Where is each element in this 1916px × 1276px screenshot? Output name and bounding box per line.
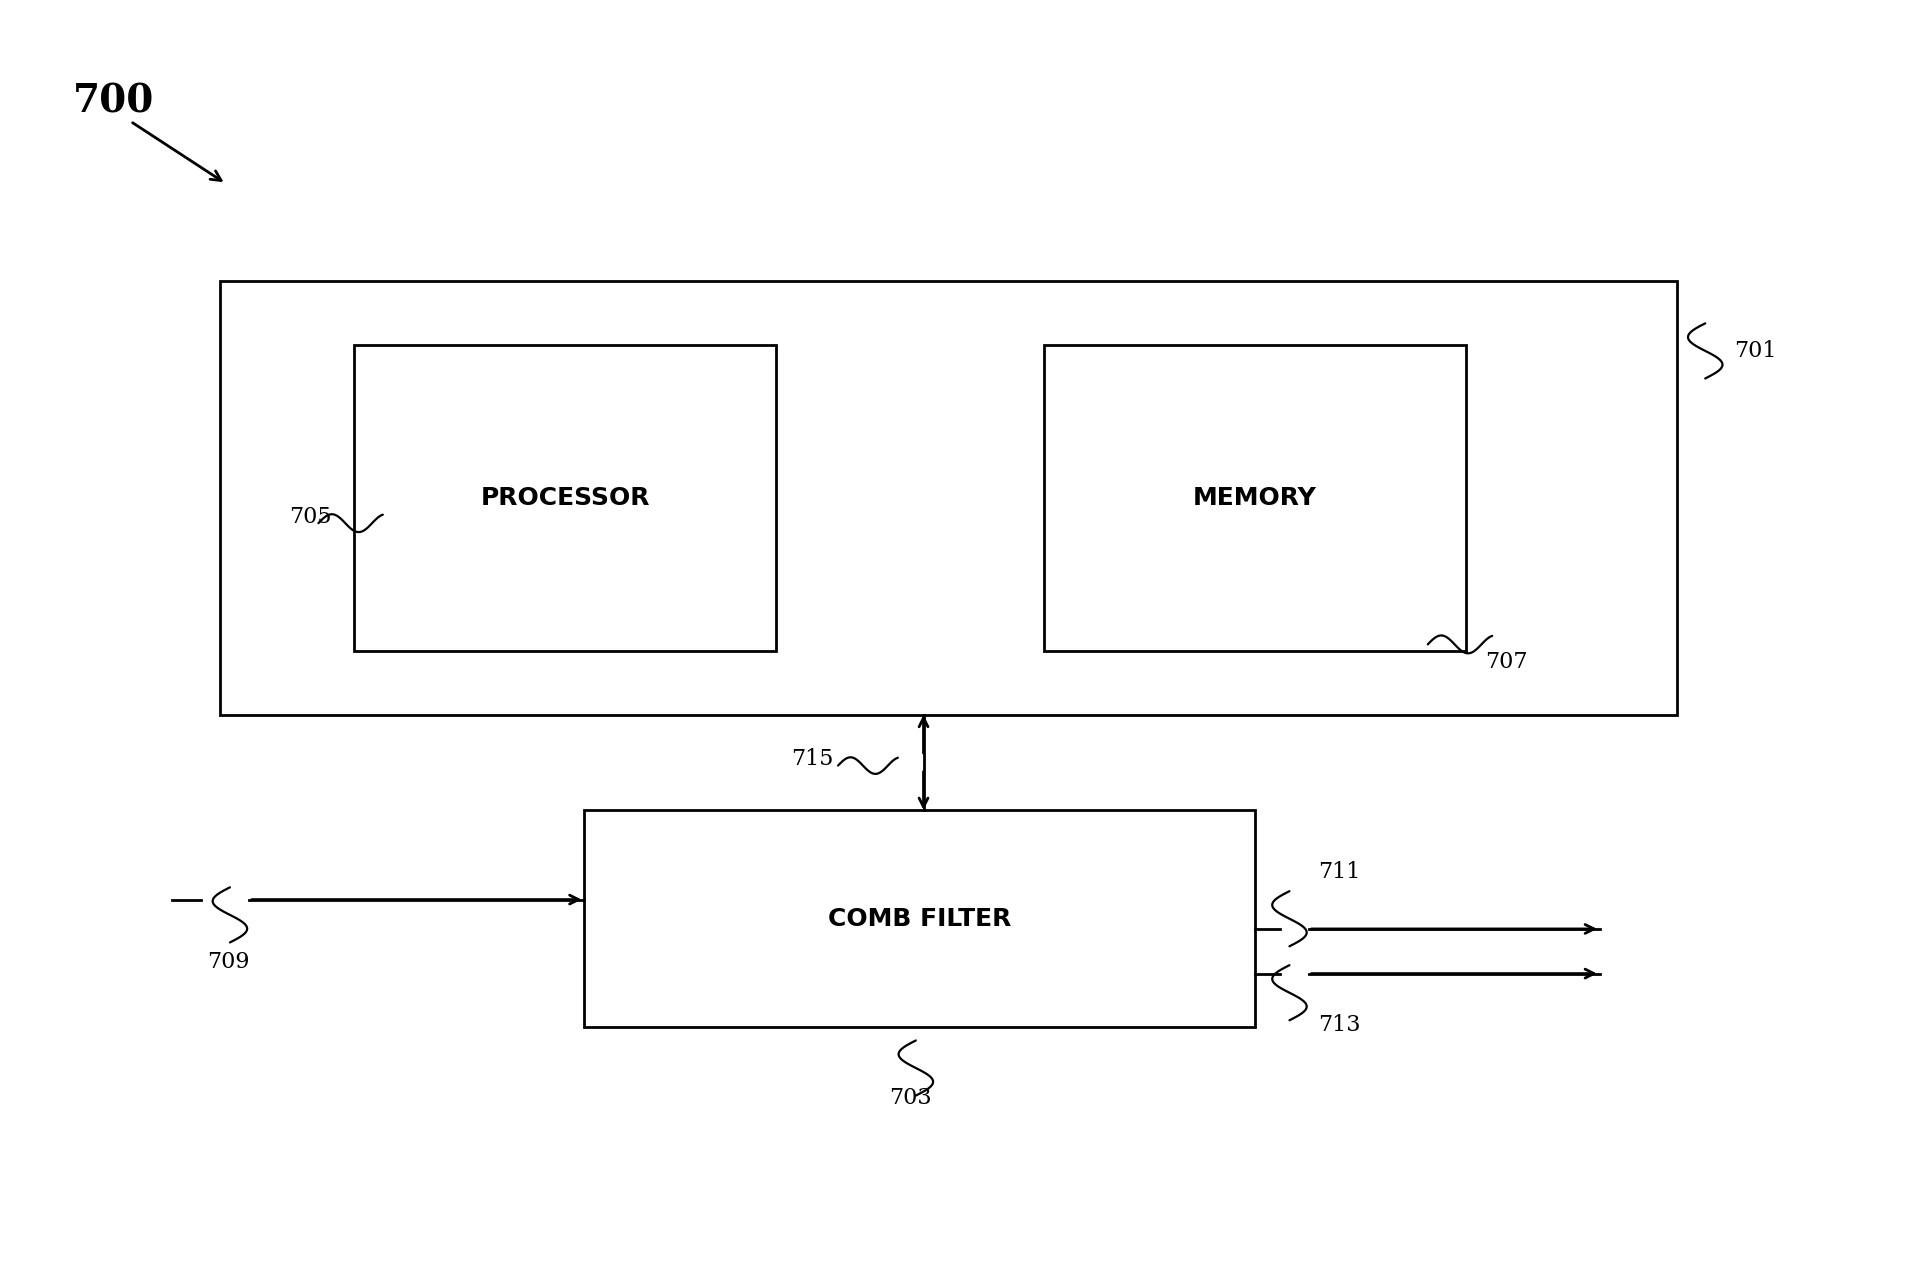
Text: PROCESSOR: PROCESSOR (481, 486, 650, 509)
Bar (220, 281, 1676, 715)
Text: MEMORY: MEMORY (1194, 486, 1316, 509)
Text: 701: 701 (1734, 339, 1776, 362)
Text: 713: 713 (1318, 1014, 1360, 1036)
Text: 715: 715 (791, 748, 833, 771)
Text: 700: 700 (73, 83, 153, 121)
Bar (1044, 345, 1466, 651)
Text: 705: 705 (289, 505, 331, 528)
Text: 703: 703 (889, 1087, 931, 1109)
Text: 709: 709 (207, 951, 249, 972)
Text: 711: 711 (1318, 861, 1360, 883)
Bar (354, 345, 776, 651)
Text: 707: 707 (1485, 651, 1527, 672)
Text: COMB FILTER: COMB FILTER (828, 907, 1012, 930)
Bar (584, 810, 1255, 1027)
